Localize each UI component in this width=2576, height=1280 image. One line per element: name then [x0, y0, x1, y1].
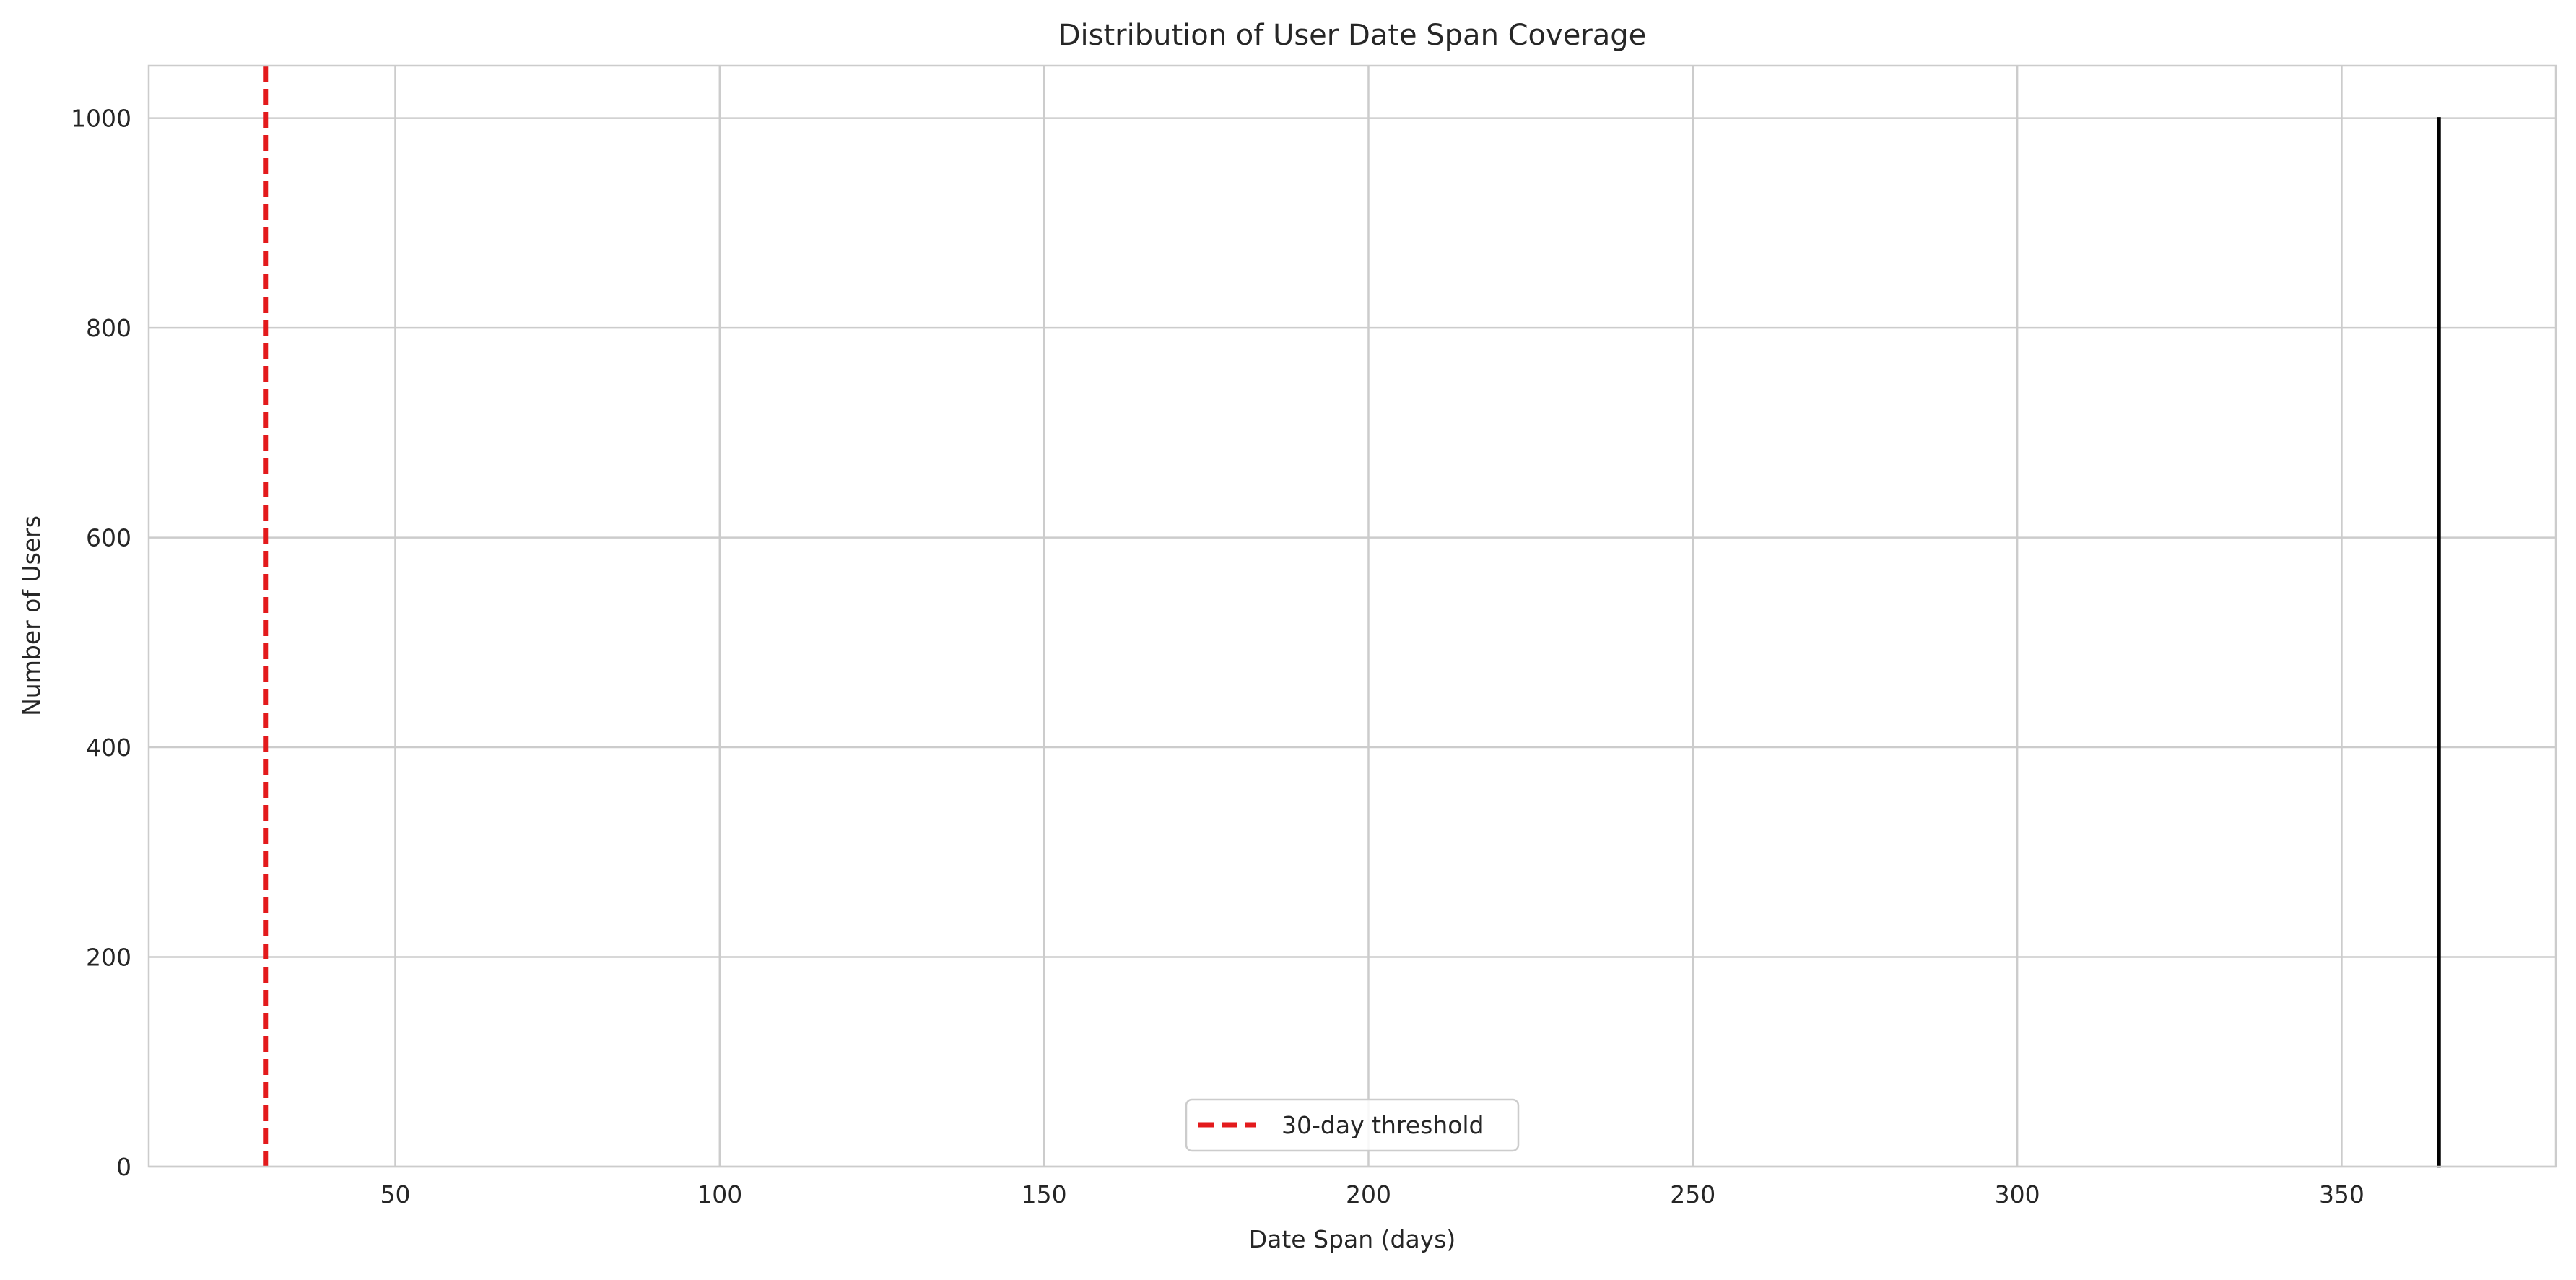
- y-axis-label: Number of Users: [17, 515, 45, 716]
- x-tick-label: 300: [1995, 1180, 2040, 1209]
- y-tick-label: 0: [116, 1153, 131, 1181]
- x-tick-label: 350: [2319, 1180, 2364, 1209]
- plot-background: [149, 66, 2556, 1167]
- legend-entry-threshold: 30-day threshold: [1282, 1111, 1484, 1139]
- grid-lines: [149, 66, 2556, 1168]
- x-tick-label: 200: [1346, 1180, 1391, 1209]
- legend: 30-day threshold: [1185, 1098, 1520, 1152]
- x-tick-label: 50: [380, 1180, 410, 1209]
- x-axis-label: Date Span (days): [1249, 1225, 1456, 1253]
- y-tick-label: 1000: [71, 105, 131, 133]
- bars: [2437, 117, 2441, 1168]
- x-tick-labels: 50 100 150 200 250 300 350: [380, 1180, 2364, 1209]
- y-tick-label: 800: [86, 314, 131, 342]
- x-tick-label: 100: [697, 1180, 742, 1209]
- legend-box: [1185, 1098, 1520, 1152]
- y-tick-label: 200: [86, 944, 131, 972]
- y-tick-label: 400: [86, 733, 131, 762]
- chart-title: Distribution of User Date Span Coverage: [1058, 19, 1647, 52]
- x-tick-label: 150: [1022, 1180, 1067, 1209]
- plot-frame: [147, 64, 2557, 1168]
- y-tick-label: 600: [86, 524, 131, 552]
- x-tick-label: 250: [1670, 1180, 1715, 1209]
- histogram-bar: [2437, 117, 2441, 1168]
- y-tick-labels: 0 200 400 600 800 1000: [71, 105, 131, 1181]
